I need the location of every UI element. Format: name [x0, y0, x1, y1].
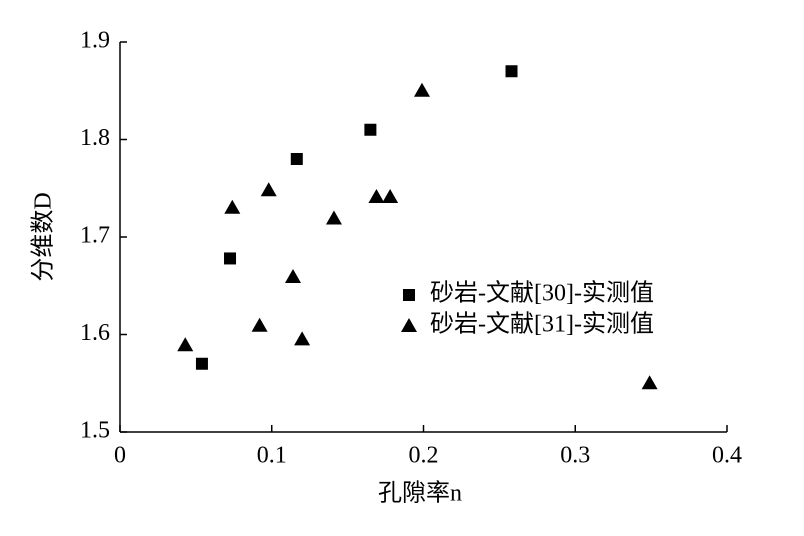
point — [260, 182, 277, 197]
y-tick-label: 1.9 — [80, 28, 110, 54]
point — [382, 189, 399, 204]
point — [505, 65, 518, 78]
point — [224, 199, 241, 214]
y-tick-label: 1.7 — [80, 223, 110, 249]
x-tick-label: 0.4 — [712, 443, 742, 469]
point — [195, 357, 208, 370]
y-tick-label: 1.8 — [80, 125, 110, 151]
point — [284, 268, 301, 283]
point — [364, 123, 377, 136]
x-tick-label: 0.2 — [409, 443, 439, 469]
point — [368, 189, 385, 204]
y-tick-label: 1.5 — [80, 418, 110, 444]
y-axis-title: 分维数D — [30, 192, 57, 281]
point — [325, 210, 342, 225]
x-tick-label: 0.3 — [560, 443, 590, 469]
x-tick-label: 0 — [114, 443, 126, 469]
point — [224, 252, 237, 265]
point — [177, 337, 194, 352]
point — [413, 82, 430, 97]
legend-label: 砂岩-文献[31]-实测值 — [430, 311, 654, 338]
y-tick-label: 1.6 — [80, 320, 110, 346]
point — [641, 375, 658, 390]
x-tick-label: 0.1 — [257, 443, 287, 469]
legend-marker — [403, 289, 415, 301]
point — [251, 317, 268, 332]
legend-label: 砂岩-文献[30]-实测值 — [430, 280, 654, 307]
point — [290, 153, 303, 165]
x-axis-title: 孔隙率n — [378, 480, 462, 507]
point — [294, 331, 311, 346]
legend-marker — [401, 318, 417, 332]
